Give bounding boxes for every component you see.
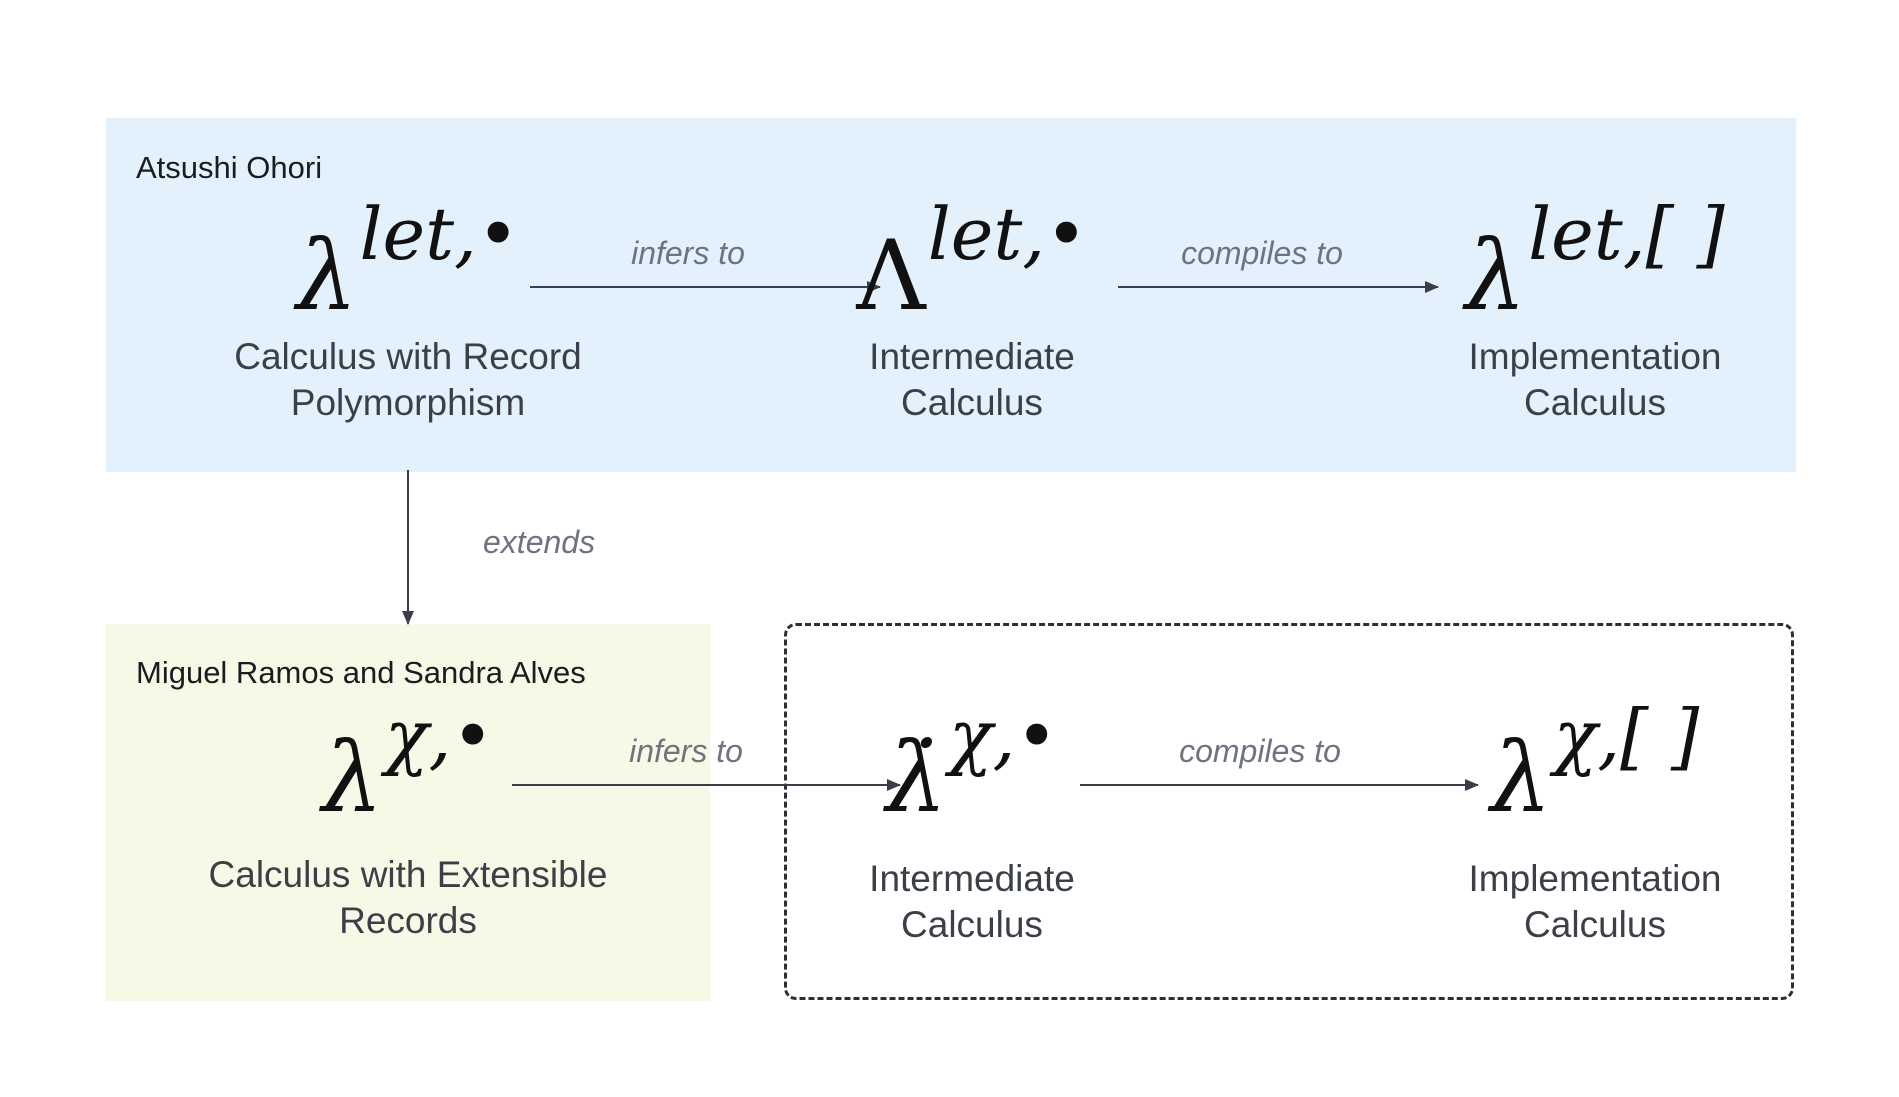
ohori-group-title: Atsushi Ohori: [136, 150, 323, 185]
node-caption: Calculus with Record Polymorphism: [234, 336, 582, 423]
node-caption: Intermediate Calculus: [869, 858, 1075, 945]
calculus-symbol: λ̇χ,•: [886, 694, 1058, 834]
ramos-intermediate-node: λ̇χ,• Intermediate Calculus: [869, 694, 1075, 948]
ohori-compiles-label: compiles to: [1181, 235, 1343, 271]
calculus-symbol: λχ,•: [322, 694, 494, 834]
ramos-infers-label: infers to: [629, 733, 743, 769]
ohori-implementation-node: λlet,[ ] Implementation Calculus: [1465, 192, 1725, 426]
ramos-compiles-label: compiles to: [1179, 733, 1341, 769]
calculus-symbol: λlet,[ ]: [1465, 192, 1725, 332]
proposed-calculi-dashed-container: [784, 623, 1794, 1000]
ohori-intermediate-node: Λlet,• Intermediate Calculus: [856, 192, 1088, 426]
node-caption: Implementation Calculus: [1468, 336, 1722, 423]
calculus-symbol: λlet,•: [296, 192, 520, 332]
ramos-alves-group-container: [106, 624, 710, 1001]
ramos-group-title: Miguel Ramos and Sandra Alves: [136, 655, 586, 690]
ohori-infers-label: infers to: [631, 235, 745, 271]
calculus-symbol: Λlet,•: [856, 192, 1088, 332]
ramos-implementation-node: λχ,[ ] Implementation Calculus: [1468, 694, 1722, 948]
extends-label: extends: [483, 524, 596, 560]
calculus-symbol: λχ,[ ]: [1490, 694, 1700, 834]
ohori-group-container: [106, 118, 1796, 472]
record-polymorphism-node: λlet,• Calculus with Record Polymorphism: [234, 192, 582, 426]
node-caption: Calculus with Extensible Records: [208, 854, 608, 941]
node-caption: Intermediate Calculus: [869, 336, 1075, 423]
extensible-records-node: λχ,• Calculus with Extensible Records: [208, 694, 608, 944]
node-caption: Implementation Calculus: [1468, 858, 1722, 945]
